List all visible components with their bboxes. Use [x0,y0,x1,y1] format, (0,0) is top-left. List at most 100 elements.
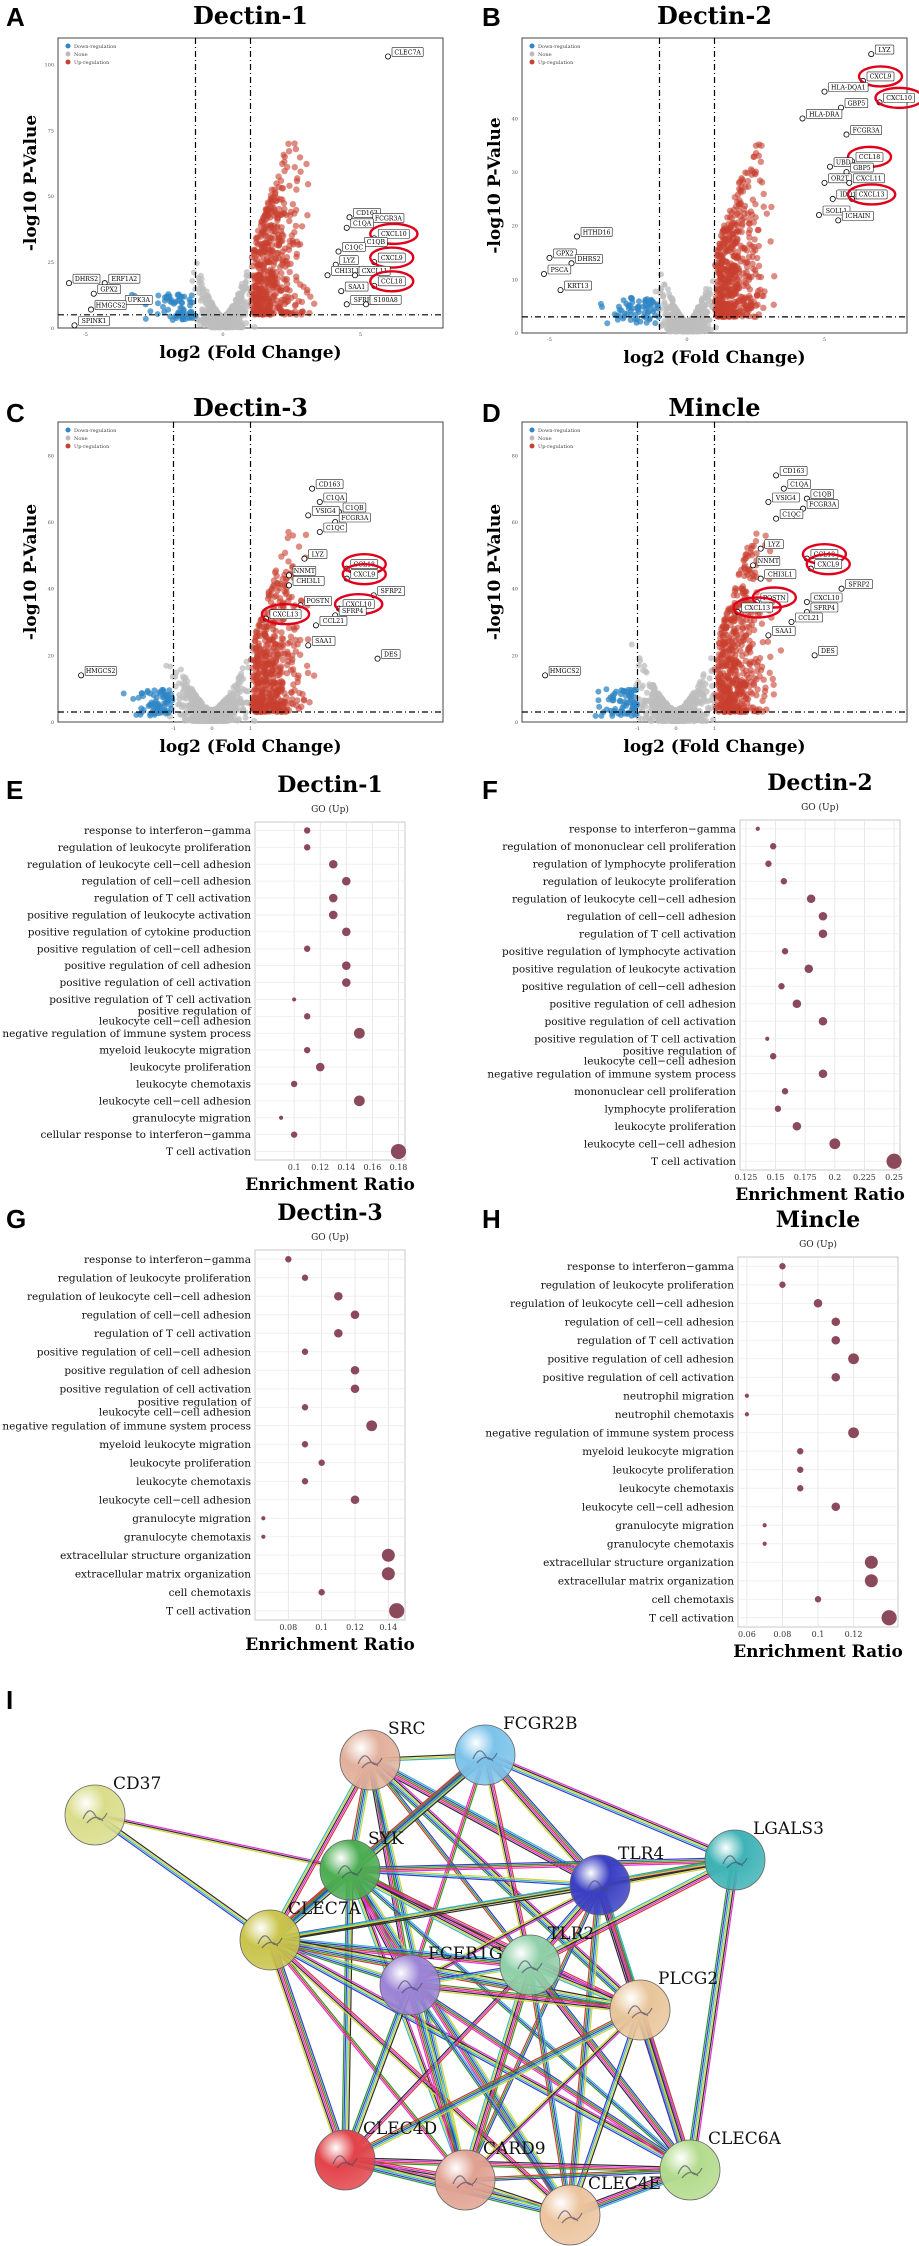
data-point [272,567,280,574]
data-point [271,670,278,677]
data-point [761,692,768,700]
data-point [651,306,658,313]
data-point [735,571,742,579]
gene-label: HLA-DQA1 [831,84,866,91]
data-point [625,305,632,312]
label-box [308,549,328,559]
data-point [647,300,654,307]
data-point [620,297,627,304]
data-point [693,696,700,703]
data-point [274,579,281,587]
gene-label: OR2T [831,176,850,183]
data-point [668,294,675,301]
data-point [276,671,283,679]
y-axis-label: -log10 P-Value [21,115,41,251]
data-point [681,718,688,724]
data-point [160,303,167,310]
data-point [628,641,635,648]
data-point [232,296,239,303]
gene-label: CCL18 [859,154,881,161]
data-point [306,699,313,706]
data-point [652,702,659,709]
y-tick-label: 20 [512,224,518,230]
data-point [175,701,182,708]
data-point [299,308,306,315]
data-point [292,145,300,153]
label-marker [821,88,828,95]
data-point [720,222,728,229]
data-point [288,689,295,696]
data-point [752,168,760,175]
data-point [147,308,154,315]
legend-label: Up-regulation [538,60,574,66]
data-point [241,309,248,316]
data-point [276,205,283,213]
data-point [643,689,650,696]
data-point [767,653,774,661]
label-box [84,666,117,676]
gene-label: FCGR3A [853,127,881,134]
data-point [284,534,291,542]
volcano-points [124,140,318,331]
label-marker [316,499,323,506]
data-point [281,257,289,264]
data-point [296,241,304,248]
data-point [258,694,265,701]
label-box [866,71,895,82]
data-point [221,323,228,330]
data-point [284,163,291,171]
data-point [227,692,234,699]
data-point [180,306,187,313]
data-point [706,675,713,682]
data-point [717,253,724,260]
panel-label-a: A [6,2,25,32]
data-point [230,322,237,329]
data-point [661,299,668,306]
data-point [274,587,281,594]
x-axis-label: log2 (Fold Change) [159,343,341,363]
data-point [714,667,722,674]
data-point [225,309,232,316]
data-point [283,694,290,701]
data-point [734,198,741,206]
data-point [254,260,262,268]
legend-dot [529,443,535,449]
legend-dot [65,59,71,65]
data-point [717,261,725,268]
data-point [635,662,642,669]
gene-label: CD163 [319,481,341,488]
gene-label: LYZ [312,551,325,558]
data-point [138,705,145,712]
legend-dot [529,51,535,57]
data-point [267,274,275,281]
label-marker [309,485,316,492]
data-point [176,696,183,703]
data-point [277,287,285,294]
data-point [725,290,733,298]
highlight-ellipse [341,562,387,586]
data-point [734,624,742,631]
data-point [155,292,162,299]
data-point [770,691,778,698]
data-point [268,692,275,700]
x-tick-label: -1 [171,726,176,732]
data-point [710,716,717,723]
data-point [260,263,268,270]
data-point [254,278,262,286]
data-point [179,673,186,680]
data-point [214,308,221,315]
legend-dot [65,51,71,57]
volcano-points [120,528,318,724]
data-point [153,694,160,701]
x-tick-label: -5 [547,337,552,343]
data-point [757,158,765,166]
label-box [342,242,366,252]
data-point [267,234,274,241]
label-box [833,157,853,168]
label-box [323,522,347,533]
data-point [642,298,649,305]
data-point [285,558,292,565]
data-point [294,175,301,182]
data-point [166,687,173,694]
data-point [739,309,746,316]
